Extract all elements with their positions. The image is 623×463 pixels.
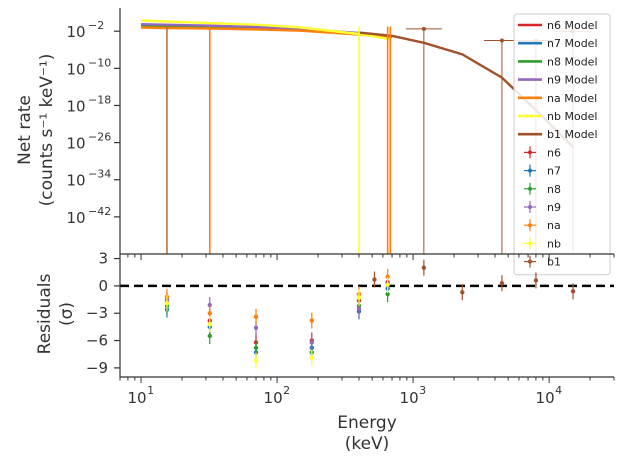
- legend-data-marker-1: [528, 168, 532, 173]
- residual-point-35: [385, 282, 390, 288]
- residual-point-38: [460, 290, 465, 295]
- top-ytick-label-1: 10: [66, 60, 85, 78]
- legend-data-label-5: nb: [547, 237, 561, 250]
- residual-point-34: [385, 274, 390, 279]
- residual-point-37: [421, 265, 427, 270]
- residual-point-21: [309, 340, 315, 345]
- top-ytick-exponent-5: −42: [88, 205, 111, 218]
- model-lines: [141, 19, 574, 149]
- legend-data-label-0: n6: [547, 146, 561, 159]
- legend-data-marker-5: [528, 241, 532, 246]
- bottom-ytick-label-1: 0: [98, 277, 108, 295]
- x-tick-exponent-3: 4: [555, 384, 562, 397]
- b1-data-point-0: [421, 26, 426, 31]
- residual-point-41: [570, 289, 576, 294]
- top-ytick-exponent-3: −26: [88, 131, 111, 144]
- top-ylabel-line2: (counts s⁻¹ keV⁻¹): [37, 54, 57, 207]
- bottom-ytick-label-0: 3: [98, 250, 108, 268]
- legend-data-label-1: n7: [547, 165, 561, 178]
- top-ytick-label-5: 10: [66, 209, 85, 227]
- residual-point-27: [356, 306, 362, 311]
- top-ytick-exponent-4: −34: [88, 168, 111, 181]
- bottom-ytick-label-2: −3: [86, 304, 108, 322]
- x-tick-label-3: 10: [536, 389, 555, 407]
- bottom-panel: 30−3−6−9 10 1 10 2 10 3 10 4 Residuals (σ) Ener…: [35, 250, 615, 454]
- bottom-ylabel-line1: Residuals: [35, 274, 55, 355]
- legend-data-label-2: n8: [547, 183, 561, 196]
- residual-point-10: [207, 311, 212, 316]
- legend-data-marker-0: [528, 150, 532, 155]
- top-ytick-label-3: 10: [66, 135, 85, 153]
- model-drop-lines: [166, 26, 392, 254]
- residual-point-14: [253, 345, 259, 351]
- legend-model-label-5: nb Model: [547, 110, 597, 123]
- legend-data-marker-6: [528, 259, 532, 264]
- residual-point-39: [499, 280, 505, 286]
- residual-point-8: [207, 333, 212, 339]
- legend-data-label-4: na: [547, 219, 561, 232]
- residual-points: [164, 259, 576, 369]
- residual-point-17: [253, 358, 259, 363]
- legend-data-label-6: b1: [547, 256, 561, 269]
- top-ytick-exponent-2: −18: [88, 93, 111, 106]
- residual-point-5: [164, 301, 170, 306]
- legend-model-label-6: b1 Model: [547, 128, 598, 141]
- legend-model-label-1: n7 Model: [547, 37, 598, 50]
- x-tick-exponent-1: 2: [283, 384, 290, 397]
- residual-point-9: [207, 302, 212, 308]
- legend-data-marker-4: [528, 223, 532, 228]
- xlabel-line1: Energy: [337, 413, 397, 433]
- bottom-ylabel-line2: (σ): [57, 302, 77, 326]
- top-ytick-label-4: 10: [66, 172, 85, 190]
- top-ytick-label-2: 10: [66, 97, 85, 115]
- x-tick-exponent-0: 1: [147, 384, 154, 397]
- legend-model-label-4: na Model: [547, 92, 597, 105]
- legend-frame: [513, 13, 611, 276]
- divider-x-ticks: [119, 254, 615, 260]
- bottom-ytick-label-4: −9: [86, 359, 108, 377]
- top-ytick-exponent-0: −2: [88, 19, 104, 32]
- top-ylabel-line1: Net rate: [15, 95, 35, 165]
- residual-point-16: [253, 314, 259, 320]
- top-ytick-exponent-1: −10: [88, 56, 111, 69]
- x-tick-exponent-2: 3: [419, 384, 426, 397]
- residual-point-32: [385, 291, 390, 297]
- x-tick-label-1: 10: [264, 389, 283, 407]
- residual-point-15: [253, 325, 259, 330]
- residual-point-40: [533, 278, 539, 283]
- x-tick-label-0: 10: [128, 389, 147, 407]
- legend-data-label-3: n9: [547, 201, 561, 214]
- residual-point-23: [309, 355, 315, 361]
- bottom-y-ticks: 3 0 −3 −6 −9: [86, 250, 120, 377]
- top-ytick-label-0: 10: [66, 23, 85, 41]
- residual-point-29: [356, 295, 362, 300]
- legend-model-label-0: n6 Model: [547, 19, 598, 32]
- legend-model-label-2: n8 Model: [547, 55, 598, 68]
- legend-data-marker-3: [528, 205, 532, 209]
- legend-data-marker-2: [528, 186, 532, 191]
- residual-point-36: [372, 277, 377, 282]
- legend: n6 Model n7 Model n8 Model n9 Model na Model…: [513, 13, 611, 276]
- residual-point-11: [207, 321, 212, 327]
- bottom-x-ticks: 10 1 10 2 10 3 10 4: [119, 377, 615, 407]
- bottom-ytick-label-3: −6: [86, 332, 108, 350]
- xlabel-line2: (keV): [345, 434, 390, 454]
- residual-point-22: [309, 318, 315, 323]
- x-tick-label-2: 10: [400, 389, 419, 407]
- b1-data-point-1: [499, 38, 504, 43]
- legend-model-label-3: n9 Model: [547, 74, 598, 87]
